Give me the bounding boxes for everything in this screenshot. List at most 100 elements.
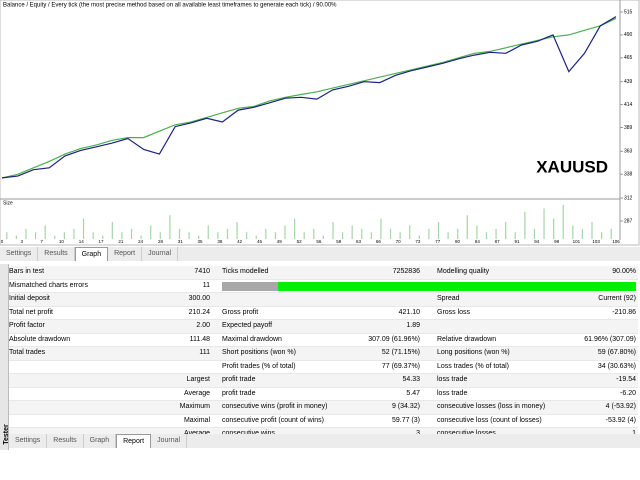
report-label: consecutive wins (profit in money) bbox=[222, 403, 328, 410]
tab[interactable]: Report bbox=[116, 434, 152, 448]
side-panel: Tester bbox=[0, 264, 10, 450]
report-label: Ticks modelled bbox=[222, 268, 269, 275]
report-row: Profit factor 2.00 Expected payoff 1.89 bbox=[9, 320, 638, 334]
report-label: Short positions (won %) bbox=[222, 349, 296, 356]
volume-bar bbox=[82, 218, 85, 239]
volume-bar bbox=[610, 228, 612, 239]
volume-bar bbox=[322, 235, 324, 239]
report-label: Average bbox=[184, 428, 210, 441]
quality-bar-gray bbox=[222, 281, 278, 291]
volume-bar bbox=[418, 235, 420, 239]
volume-bar bbox=[380, 218, 382, 239]
report-label: Maximal bbox=[183, 416, 210, 424]
volume-bar bbox=[351, 225, 353, 239]
volume-bar bbox=[92, 232, 94, 239]
volume-bar bbox=[543, 208, 545, 239]
volume-bar bbox=[44, 225, 46, 239]
report-label: Expected payoff bbox=[222, 322, 273, 329]
volume-bar bbox=[226, 228, 229, 239]
tab[interactable]: Journal bbox=[142, 247, 179, 261]
report-value: Current (92) bbox=[598, 295, 636, 302]
report-value: 11 bbox=[202, 281, 210, 289]
report-label: Maximal drawdown bbox=[222, 335, 282, 343]
report-value: 7252836 bbox=[392, 268, 420, 275]
report-value: 59 (67.80%) bbox=[597, 349, 636, 356]
volume-bar bbox=[447, 232, 449, 239]
report-value: 7410 bbox=[194, 268, 210, 275]
volume-bar bbox=[514, 232, 516, 239]
symbol-label: XAUUSD bbox=[536, 157, 608, 176]
x-tick-label: 45 bbox=[257, 239, 263, 244]
report-label: Total trades bbox=[9, 349, 46, 356]
report-label: Gross loss bbox=[437, 308, 471, 316]
report-label: Spread bbox=[437, 295, 460, 302]
x-tick-label: 103 bbox=[592, 239, 600, 244]
volume-bar bbox=[102, 235, 104, 239]
x-tick-label: 0 bbox=[1, 239, 4, 244]
report-row: Initial deposit 300.00 Spread Current (92) bbox=[9, 293, 638, 307]
volume-bar bbox=[389, 228, 392, 239]
volume-bar bbox=[140, 235, 142, 239]
tab[interactable]: Results bbox=[47, 434, 84, 448]
report-value: 77 (69.37%) bbox=[381, 362, 420, 370]
tab[interactable]: Report bbox=[108, 247, 143, 261]
tab[interactable]: Settings bbox=[0, 247, 39, 261]
volume-bar bbox=[6, 232, 8, 239]
volume-bar bbox=[553, 218, 555, 239]
tab[interactable]: Graph bbox=[74, 247, 109, 261]
tab[interactable]: Journal bbox=[151, 434, 188, 448]
report-value: 4 (-53.92) bbox=[605, 403, 636, 410]
report-row: Absolute drawdown 111.48 Maximal drawdown 3… bbox=[9, 334, 638, 347]
volume-bar bbox=[265, 228, 267, 239]
x-tick-label: 10 bbox=[59, 239, 65, 244]
report-value: 59.77 (3) bbox=[391, 416, 420, 424]
x-tick-label: 106 bbox=[612, 239, 620, 244]
report-value: 421.10 bbox=[398, 308, 420, 316]
report-label: Gross profit bbox=[222, 308, 259, 316]
volume-bar bbox=[178, 228, 181, 239]
tab[interactable]: Results bbox=[38, 247, 75, 261]
volume-bar bbox=[150, 225, 152, 239]
x-tick-label: 49 bbox=[277, 239, 283, 244]
report-label: Loss trades (% of total) bbox=[437, 362, 509, 370]
volume-bar bbox=[111, 222, 113, 239]
tab[interactable]: Graph bbox=[84, 434, 117, 448]
x-tick-label: 3 bbox=[21, 239, 24, 244]
graph: Balance / Equity / Every tick (the most … bbox=[0, 0, 640, 246]
report-label: Long positions (won %) bbox=[437, 349, 510, 356]
volume-bar bbox=[121, 232, 123, 239]
report-label: profit trade bbox=[222, 389, 256, 397]
report-label: loss trade bbox=[437, 389, 468, 397]
y-tick-label: 363 bbox=[624, 149, 633, 155]
report-value: 5.47 bbox=[406, 389, 420, 397]
report-value: 2.00 bbox=[196, 322, 210, 329]
report-label: profit trade bbox=[222, 376, 256, 383]
x-tick-label: 24 bbox=[138, 239, 144, 244]
quality-bar-green bbox=[278, 281, 636, 291]
volume-bar bbox=[34, 232, 37, 239]
tab-bar: Settings Results Graph Report Journal bbox=[9, 434, 640, 448]
volume-bar bbox=[313, 228, 315, 239]
report-label: Largest bbox=[186, 376, 210, 383]
report-row: Total net profit 210.24 Gross profit 421.10… bbox=[9, 307, 638, 320]
x-tick-label: 91 bbox=[514, 239, 520, 244]
volume-bar bbox=[15, 235, 17, 239]
report-value: 307.09 (61.96%) bbox=[368, 335, 420, 343]
y-tick-label: 338 bbox=[624, 172, 633, 178]
tab-bar: Settings Results Graph Report Journal bbox=[0, 247, 640, 261]
report-value: 111.48 bbox=[189, 335, 210, 343]
volume-bar bbox=[217, 232, 219, 239]
x-tick-label: 77 bbox=[435, 239, 441, 244]
report-row: Profit trades (% of total) 77 (69.37%) Los… bbox=[9, 361, 638, 374]
y-tick-label: 490 bbox=[624, 32, 633, 38]
volume-bar bbox=[332, 222, 334, 239]
volume-bar bbox=[370, 232, 372, 239]
volume-bar bbox=[601, 232, 603, 239]
tab[interactable]: Settings bbox=[9, 434, 48, 448]
volume-bar bbox=[294, 218, 296, 239]
report-value: 3 bbox=[416, 428, 420, 441]
report-value: 1 bbox=[632, 428, 636, 441]
volume-bar bbox=[198, 235, 200, 239]
report-row: Maximum consecutive wins (profit in money… bbox=[9, 401, 638, 415]
report-row: Mismatched charts errors 11 bbox=[9, 280, 638, 293]
